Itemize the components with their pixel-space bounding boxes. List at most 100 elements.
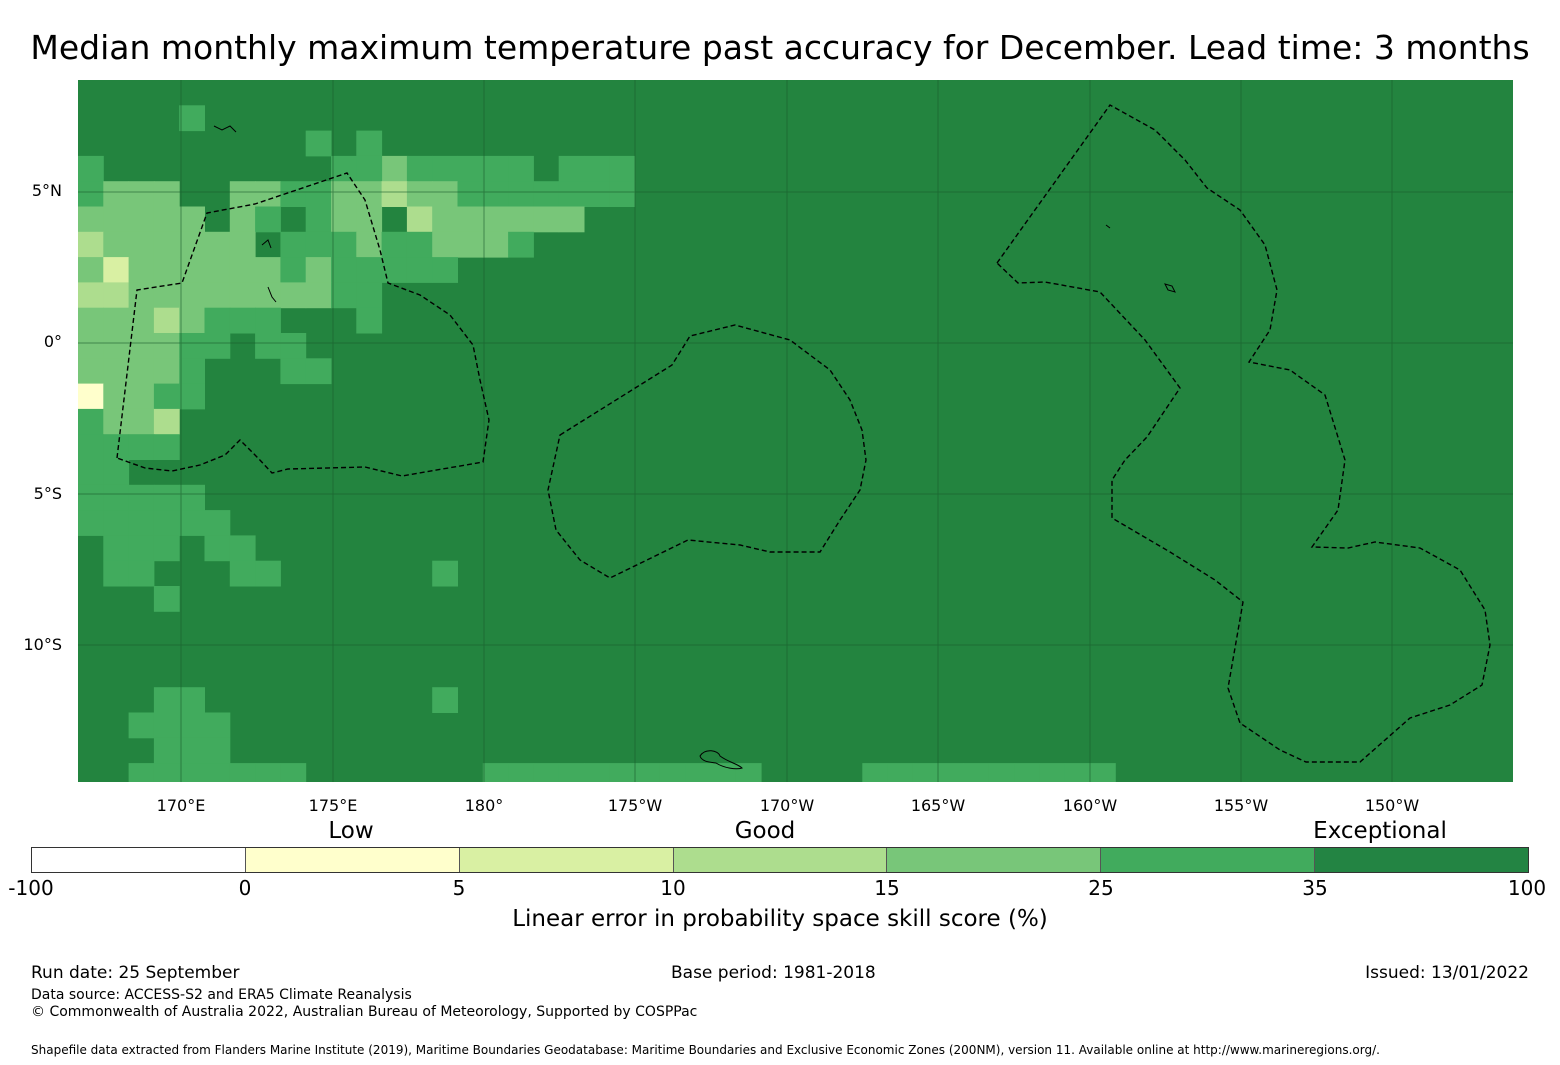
skill-cell bbox=[356, 282, 383, 309]
skill-cell bbox=[128, 257, 155, 283]
colorbar-tick: 10 bbox=[660, 876, 686, 900]
colorbar bbox=[31, 847, 1529, 873]
skill-cell bbox=[78, 155, 104, 182]
colorbar-segment-10-15 bbox=[673, 848, 888, 872]
skill-cell bbox=[78, 307, 104, 334]
skill-cell bbox=[153, 484, 180, 511]
skill-cell bbox=[204, 737, 231, 764]
skill-cell bbox=[78, 206, 104, 233]
skill-cell bbox=[179, 737, 205, 764]
skill-cell bbox=[255, 307, 281, 334]
skill-cell bbox=[331, 257, 357, 283]
skill-cell bbox=[432, 181, 458, 207]
skill-cell bbox=[406, 155, 433, 182]
skill-cell bbox=[255, 560, 281, 587]
skill-cell bbox=[508, 763, 534, 782]
lat-label-5n: 5°N bbox=[31, 181, 62, 200]
skill-cell bbox=[128, 560, 155, 587]
skill-cell bbox=[710, 763, 737, 782]
skill-cell bbox=[508, 181, 534, 207]
issued-date: Issued: 13/01/2022 bbox=[1365, 963, 1529, 983]
skill-cell bbox=[280, 333, 307, 359]
skill-cell bbox=[179, 687, 205, 713]
skill-cell bbox=[331, 206, 357, 233]
skill-cell bbox=[482, 231, 509, 258]
colorbar-tick: 35 bbox=[1302, 876, 1328, 900]
skill-cell bbox=[432, 687, 458, 713]
skill-cell bbox=[103, 282, 130, 309]
skill-cell bbox=[305, 206, 332, 233]
skill-cell bbox=[103, 231, 130, 258]
data-source: Data source: ACCESS-S2 and ERA5 Climate … bbox=[31, 987, 412, 1003]
skill-cell bbox=[78, 510, 104, 536]
coastlines bbox=[213, 125, 1176, 770]
skill-cell bbox=[179, 358, 205, 385]
skill-cell bbox=[78, 333, 104, 359]
skill-cell bbox=[305, 130, 332, 157]
graticule bbox=[78, 80, 1513, 782]
skill-cell bbox=[153, 333, 180, 359]
skill-cell bbox=[887, 763, 914, 782]
skill-cell bbox=[558, 206, 585, 233]
skill-cell bbox=[103, 206, 130, 233]
lon-label-170w: 170°W bbox=[759, 796, 815, 815]
skill-cell bbox=[659, 763, 686, 782]
skill-cell bbox=[1064, 763, 1091, 782]
skill-cell bbox=[229, 763, 256, 782]
skill-cell bbox=[204, 231, 231, 258]
skill-cell bbox=[204, 333, 231, 359]
colorbar-segment-15-25 bbox=[887, 848, 1102, 872]
skill-cell bbox=[103, 257, 130, 283]
lat-label-5s: 5°S bbox=[33, 484, 62, 503]
skill-cell bbox=[609, 763, 636, 782]
skill-cell bbox=[204, 307, 231, 334]
skill-cell bbox=[78, 484, 104, 511]
skill-cell bbox=[153, 434, 180, 460]
skill-cell bbox=[153, 712, 180, 739]
skill-cell bbox=[609, 155, 636, 182]
skill-cell bbox=[381, 257, 408, 283]
skill-cell bbox=[128, 408, 155, 435]
skill-cell bbox=[103, 510, 130, 536]
skill-cell bbox=[1014, 763, 1040, 782]
skill-cell bbox=[381, 155, 408, 182]
skill-cell bbox=[406, 231, 433, 258]
skill-cell bbox=[103, 358, 130, 385]
skill-cell bbox=[584, 181, 610, 207]
eez-kiribati-line bbox=[996, 104, 1491, 763]
skill-cell bbox=[153, 231, 180, 258]
skill-cell bbox=[1090, 763, 1116, 782]
skill-cell bbox=[963, 763, 990, 782]
skill-cell bbox=[280, 231, 307, 258]
skill-cell bbox=[179, 763, 205, 782]
skill-cell bbox=[255, 257, 281, 283]
skill-cell bbox=[204, 763, 231, 782]
skill-cell bbox=[103, 434, 130, 460]
skill-cell bbox=[584, 155, 610, 182]
skill-cell bbox=[331, 181, 357, 207]
skill-cell bbox=[356, 130, 383, 157]
skill-cell bbox=[128, 763, 155, 782]
skill-cell bbox=[280, 763, 307, 782]
skill-cell bbox=[356, 206, 383, 233]
skill-cell bbox=[457, 206, 484, 233]
skill-cell bbox=[128, 383, 155, 410]
skill-cell bbox=[103, 535, 130, 562]
skill-cell bbox=[128, 333, 155, 359]
skill-cell bbox=[406, 181, 433, 207]
colorbar-segment-5-10 bbox=[459, 848, 674, 872]
skill-cell bbox=[406, 206, 433, 233]
skill-cell bbox=[179, 712, 205, 739]
skill-cell bbox=[103, 408, 130, 435]
skill-cell bbox=[128, 434, 155, 460]
skill-cell bbox=[305, 257, 332, 283]
map-title: Median monthly maximum temperature past … bbox=[30, 28, 1530, 67]
colorbar-segment-25-35 bbox=[1101, 848, 1316, 872]
skill-cell bbox=[153, 535, 180, 562]
skill-cell bbox=[356, 307, 383, 334]
skill-cell bbox=[356, 181, 383, 207]
skill-cell bbox=[305, 282, 332, 309]
island-tarawa bbox=[261, 239, 272, 249]
skill-cell bbox=[331, 282, 357, 309]
skill-cell bbox=[938, 763, 964, 782]
